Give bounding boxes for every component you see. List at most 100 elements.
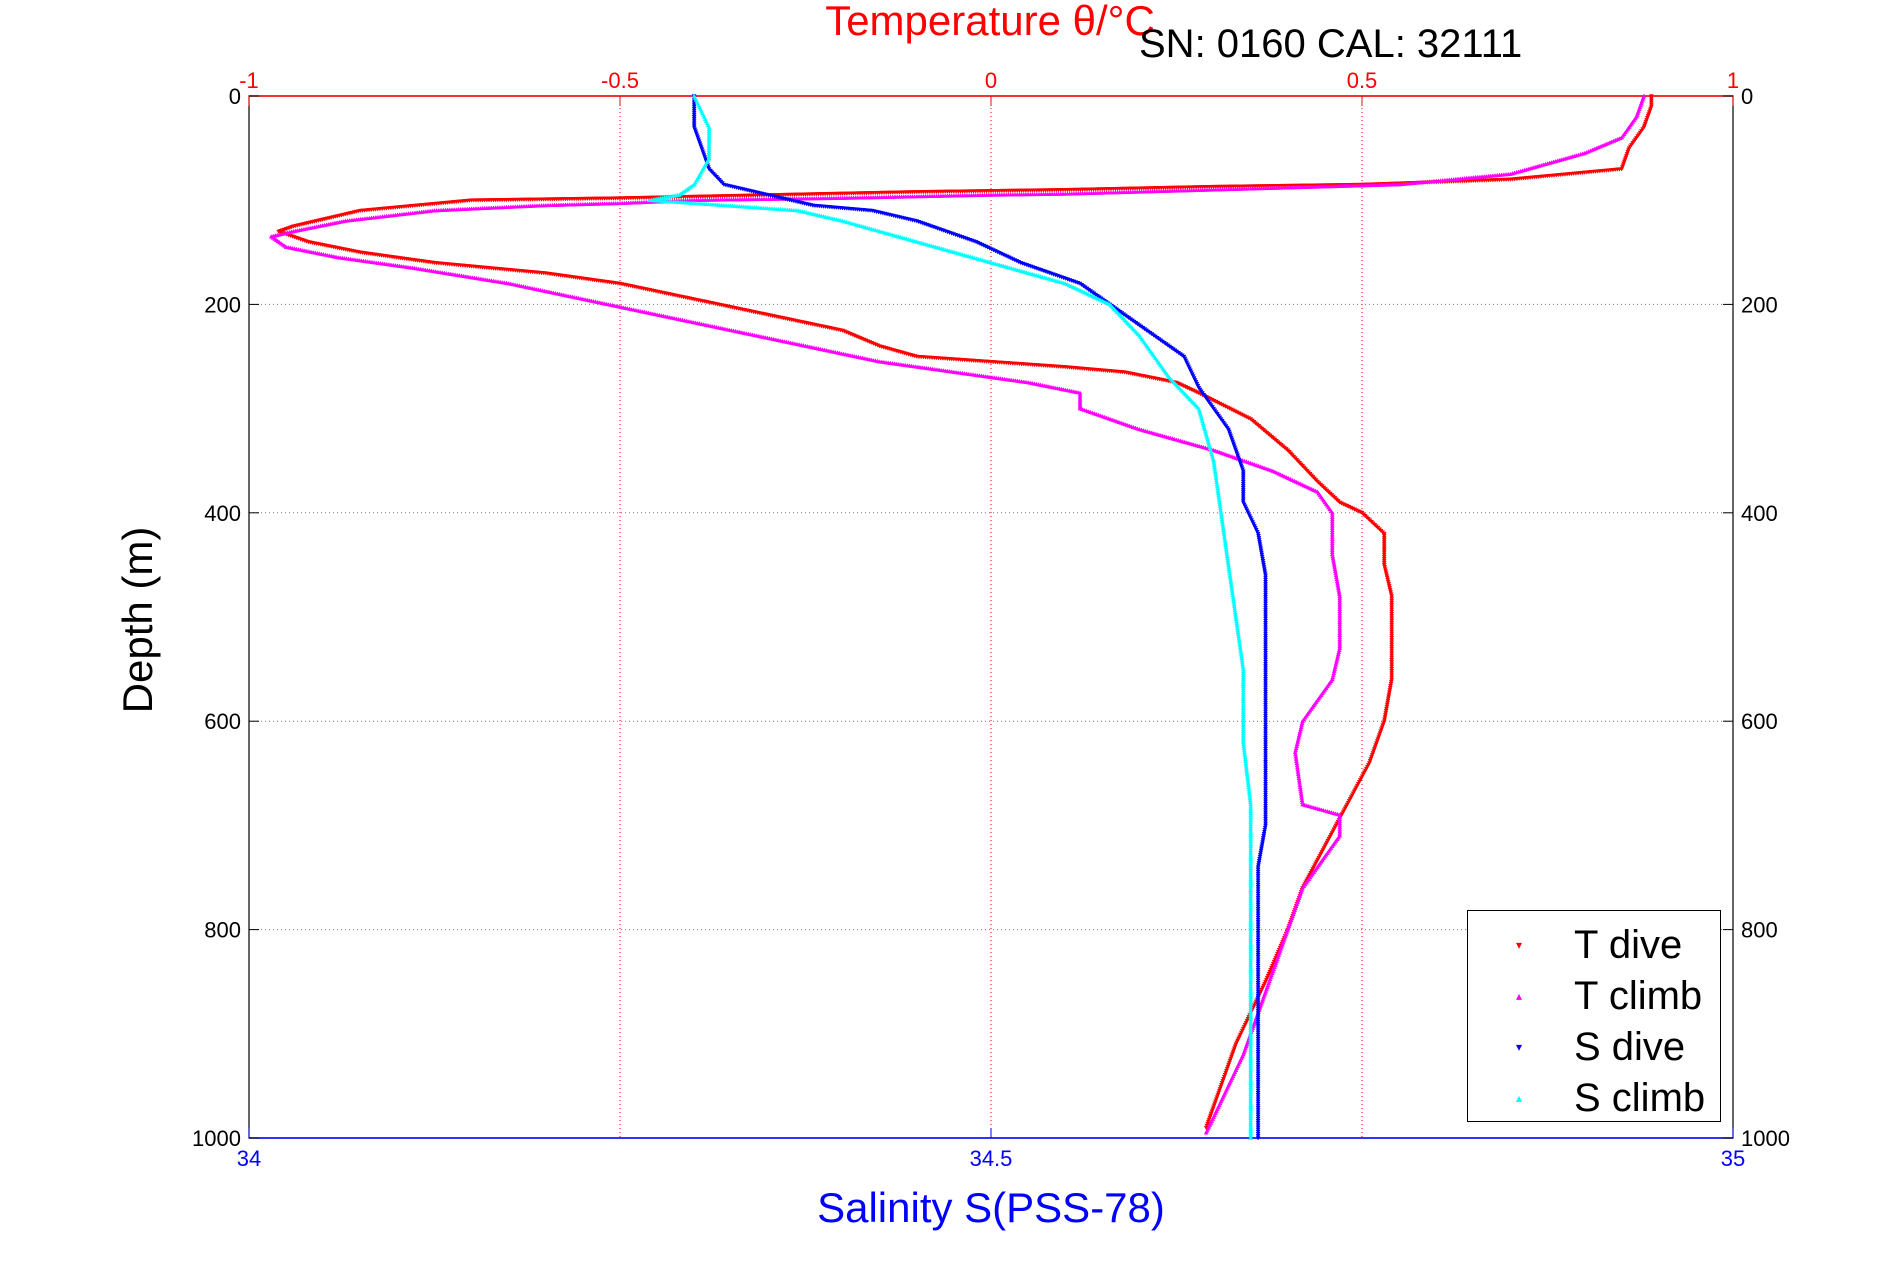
data-point: [1382, 567, 1388, 572]
data-point: [1255, 1034, 1261, 1040]
data-point: [1389, 675, 1395, 680]
temperature-tick-label: 1: [1727, 68, 1739, 93]
legend-label-t-climb: T climb: [1574, 974, 1703, 1018]
data-point: [1263, 614, 1268, 619]
data-point: [1208, 1113, 1213, 1118]
data-point: [1389, 596, 1395, 601]
data-point: [1261, 829, 1267, 835]
data-point: [1263, 696, 1268, 701]
data-point: [1263, 779, 1268, 785]
data-point: [1389, 677, 1395, 683]
data-point: [1384, 702, 1390, 708]
data-point: [1263, 744, 1268, 749]
data-point: [1233, 1042, 1239, 1047]
data-point: [1256, 859, 1262, 864]
data-point: [1261, 831, 1267, 837]
data-point: [1386, 694, 1392, 699]
data-point: [1389, 605, 1395, 610]
axes: -1 -0.5 0 0.5 1 34 34.5 35 0 0 200 200 400 400 600 600 8…: [192, 68, 1790, 1171]
data-point: [1228, 1056, 1234, 1061]
data-point: [1263, 713, 1268, 719]
data-point: [1255, 1013, 1261, 1018]
data-point: [1255, 1052, 1261, 1057]
data-point: [1263, 707, 1268, 712]
data-point: [1389, 664, 1395, 669]
data-point: [1218, 1083, 1224, 1088]
data-point: [1255, 1065, 1261, 1070]
depth-tick-label-right: 400: [1741, 501, 1778, 526]
s-climb-marker-icon: ▴: [1516, 1091, 1523, 1105]
data-point: [1259, 554, 1265, 560]
data-point: [691, 121, 697, 126]
data-point: [1255, 959, 1261, 964]
data-point: [1255, 1082, 1261, 1087]
data-point: [1255, 1009, 1261, 1014]
depth-tick-label-left: 1000: [192, 1126, 241, 1151]
data-point: [1255, 1037, 1261, 1042]
data-point: [1257, 542, 1263, 547]
data-point: [691, 104, 697, 109]
data-point: [1214, 1095, 1220, 1100]
data-point: [1263, 580, 1268, 585]
data-point: [1258, 850, 1264, 855]
data-point: [1255, 1019, 1261, 1025]
data-point: [1388, 592, 1394, 597]
data-point: [1255, 876, 1261, 881]
data-point: [1263, 661, 1268, 667]
data-point: [1263, 775, 1268, 780]
data-point: [691, 106, 697, 112]
data-point: [1209, 1109, 1215, 1114]
series-s-climb: [647, 93, 1254, 1140]
salinity-tick-label: 34.5: [970, 1146, 1013, 1171]
data-point: [1255, 987, 1261, 992]
data-point: [1257, 544, 1263, 549]
data-point: [1260, 836, 1266, 841]
data-point: [1263, 681, 1268, 686]
data-point: [1264, 975, 1270, 981]
data-point: [1259, 842, 1265, 847]
serial-calibration-annotation: SN: 0160 CAL: 32111: [1139, 22, 1522, 66]
data-point: [1212, 1101, 1218, 1106]
data-point: [1218, 1085, 1224, 1090]
legend-item-t-dive: ▾ T dive: [1468, 919, 1722, 969]
data-point: [1263, 797, 1268, 802]
data-point: [1227, 1058, 1233, 1063]
data-point: [1389, 609, 1395, 615]
data-point: [1255, 1000, 1261, 1005]
data-point: [1267, 969, 1273, 975]
data-point: [1255, 878, 1261, 883]
data-point: [1255, 907, 1261, 912]
data-point: [1260, 556, 1266, 562]
data-point: [1255, 970, 1261, 975]
data-point: [1263, 595, 1268, 600]
data-point: [1255, 882, 1261, 888]
data-point: [1389, 620, 1395, 625]
data-point: [1255, 968, 1261, 973]
data-point: [1268, 967, 1274, 973]
data-point: [1255, 972, 1261, 977]
data-point: [1255, 911, 1261, 916]
data-point: [1240, 483, 1246, 489]
data-point: [1386, 583, 1392, 589]
data-point: [1389, 673, 1395, 678]
data-point: [1255, 887, 1261, 892]
data-point: [1388, 684, 1394, 689]
data-point: [1255, 1131, 1261, 1137]
data-point: [1255, 1015, 1261, 1020]
data-point: [1381, 531, 1387, 537]
data-point: [1383, 569, 1389, 574]
data-point: [1263, 786, 1268, 791]
data-point: [1255, 1026, 1261, 1031]
data-point: [1221, 1077, 1226, 1082]
data-point: [1257, 856, 1263, 862]
data-point: [1263, 655, 1268, 660]
depth-tick-label-right: 0: [1741, 84, 1753, 109]
data-point: [1207, 1115, 1213, 1120]
data-point: [1255, 1006, 1261, 1012]
salinity-axis-label: Salinity S(PSS-78): [817, 1184, 1165, 1231]
data-point: [1213, 1097, 1219, 1102]
data-point: [1255, 965, 1261, 971]
data-point: [1255, 1039, 1261, 1044]
data-point: [1240, 481, 1246, 487]
data-point: [1263, 685, 1268, 690]
